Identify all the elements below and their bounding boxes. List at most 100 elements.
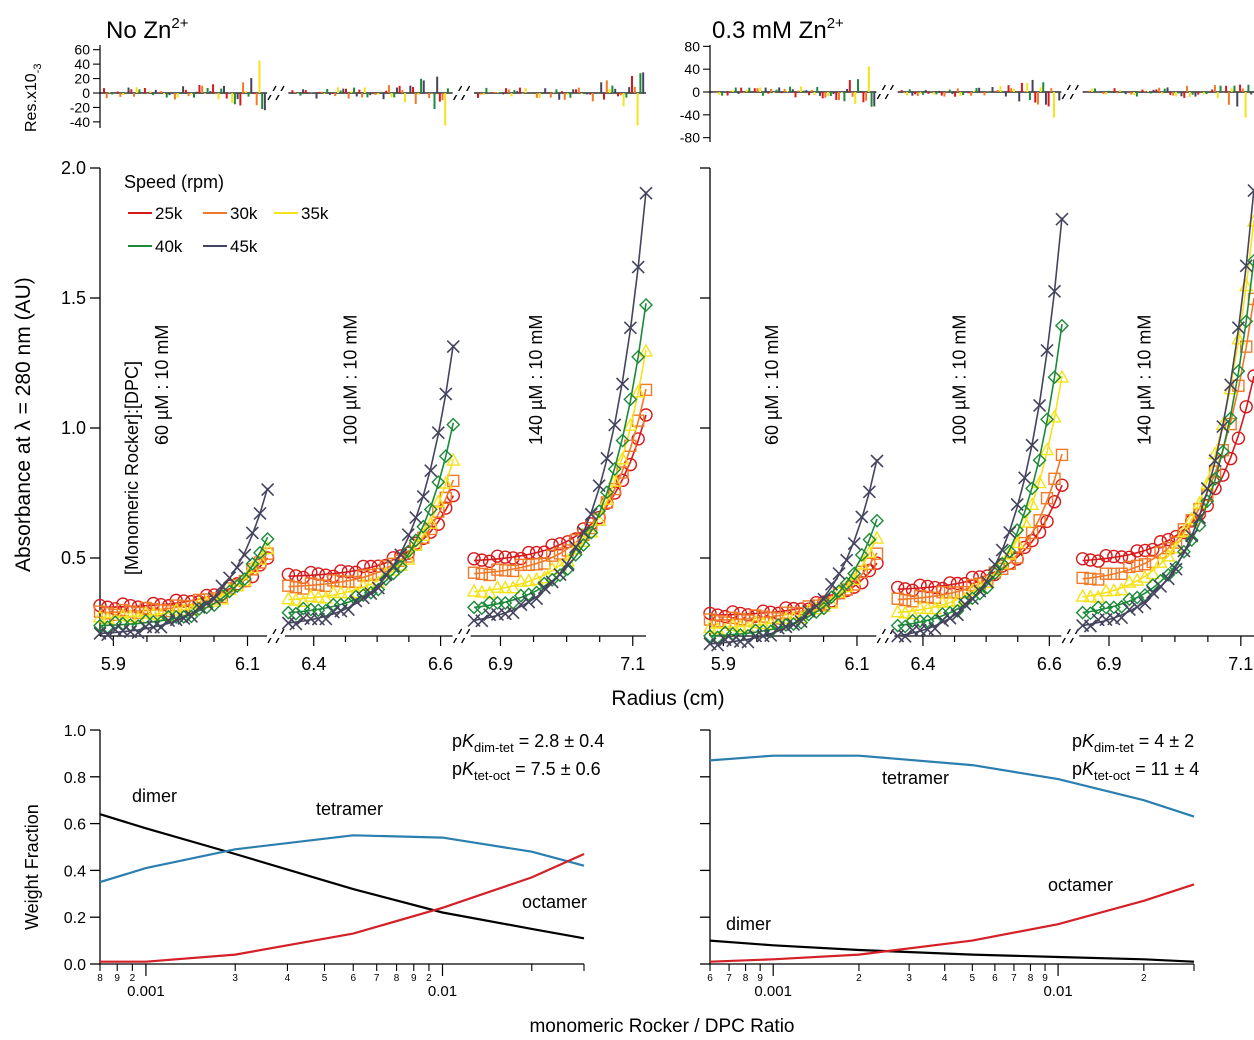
data-point [281, 591, 296, 605]
data-point [246, 563, 259, 576]
data-point [108, 623, 122, 637]
data-point [514, 558, 528, 572]
data-point [1083, 619, 1097, 633]
data-point [92, 609, 108, 623]
data-point [545, 549, 559, 562]
data-point [123, 625, 138, 639]
data-point [847, 537, 861, 551]
series-45k [703, 454, 884, 652]
data-point [817, 592, 831, 606]
data-point [912, 600, 928, 614]
panel-title-right: 0.3 mM Zn2+ [712, 15, 844, 44]
data-point [972, 586, 987, 601]
data-point [1098, 583, 1114, 597]
data-point [1024, 496, 1040, 510]
x-minor-label: 8 [1028, 973, 1034, 984]
data-point [230, 579, 245, 594]
x-tick-label: 6.6 [428, 654, 453, 674]
data-point [607, 462, 622, 477]
data-point [711, 638, 725, 652]
data-point [537, 581, 551, 595]
x-minor-label: 5 [970, 973, 976, 984]
y-tick-label: -40 [70, 114, 90, 130]
data-point [1040, 514, 1054, 529]
data-point [260, 541, 275, 555]
data-point [1040, 412, 1055, 427]
data-point [553, 568, 567, 583]
speed-legend: Speed (rpm) 25k 30k 35k 40k 45k [124, 172, 329, 256]
data-point [950, 608, 964, 622]
data-point [1231, 431, 1246, 445]
y-tick-label: 1.0 [64, 723, 86, 740]
fit-line [99, 487, 269, 635]
data-point [995, 555, 1010, 569]
data-point [1017, 504, 1032, 519]
data-point [1154, 546, 1167, 559]
series-40k [1075, 253, 1254, 621]
data-point [568, 547, 583, 562]
data-point [431, 475, 446, 490]
data-point [615, 473, 630, 488]
data-point [401, 544, 416, 559]
y-tick-label: 20 [74, 71, 90, 87]
y-tick-label: 0.8 [64, 770, 86, 787]
data-point [1048, 472, 1061, 485]
x-minor-label: 7 [726, 973, 732, 984]
x-minor-label: 6 [350, 973, 356, 984]
x-major-label: 0.001 [127, 983, 165, 1000]
data-point [950, 576, 965, 591]
data-point [847, 566, 862, 581]
y-tick-label: 0.0 [64, 957, 86, 974]
data-point [1018, 536, 1031, 550]
data-point [446, 452, 461, 466]
data-point [1200, 494, 1215, 509]
data-point [289, 617, 303, 631]
data-point [1161, 532, 1176, 547]
data-point [862, 532, 877, 547]
legend-label: 40k [155, 237, 183, 256]
series-label-octamer: octamer [522, 892, 587, 912]
data-point [513, 588, 528, 603]
legend-label: 45k [230, 237, 258, 256]
data-point [438, 449, 453, 464]
data-point [702, 619, 718, 633]
data-point [1176, 544, 1191, 559]
fit-line [1082, 375, 1254, 562]
data-point [467, 552, 481, 566]
x-minor-label: 5 [322, 973, 328, 984]
axis-break-gap [452, 634, 471, 638]
data-point [348, 585, 364, 599]
data-point [303, 588, 319, 602]
data-point [169, 602, 184, 616]
x-tick-label: 7.1 [620, 654, 645, 674]
fit-line [473, 388, 647, 575]
wf-xlabel: monomeric Rocker / DPC Ratio [529, 1016, 794, 1037]
data-point [93, 618, 107, 633]
fit-line [473, 414, 647, 562]
series-line-dimer [99, 813, 585, 940]
x-minor-label: 9 [114, 973, 120, 984]
x-tick-label: 6.1 [235, 654, 260, 674]
data-point [584, 525, 599, 540]
y-tick-label: 1.5 [61, 288, 86, 308]
residual-ylabel: Res.x10-3 [23, 64, 44, 132]
data-point [1047, 409, 1062, 423]
data-point [870, 513, 884, 528]
y-tick-label: 0.4 [64, 863, 86, 880]
data-point [958, 597, 972, 611]
x-minor-label: 9 [411, 973, 417, 984]
y-tick-label: 40 [74, 56, 90, 72]
data-point [890, 604, 905, 618]
concentration-header: [Monomeric Rocker]:[DPC] [122, 361, 142, 575]
x-minor-label: 9 [757, 973, 763, 984]
data-point [1215, 444, 1230, 459]
data-point [401, 528, 415, 542]
y-tick-label: 0.5 [61, 548, 86, 568]
data-point [1223, 411, 1238, 426]
data-point [108, 615, 123, 630]
data-point [177, 611, 191, 625]
data-point [237, 572, 252, 587]
series-45k [93, 483, 275, 642]
x-minor-label: 7 [374, 973, 380, 984]
pk-annotation: pKtet-oct = 11 ± 4 [1072, 759, 1199, 783]
